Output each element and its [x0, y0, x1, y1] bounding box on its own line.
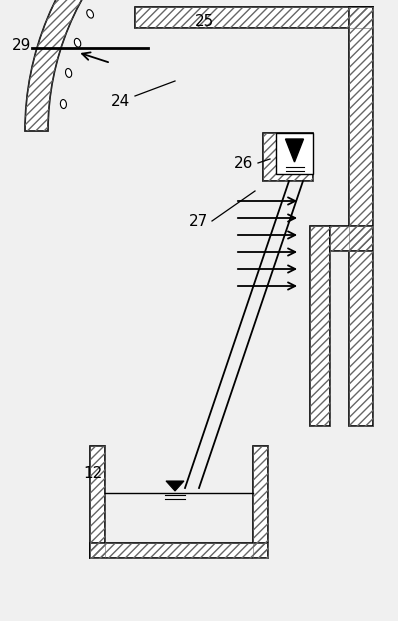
Ellipse shape: [87, 10, 94, 18]
Bar: [263, 133, 313, 181]
Text: 26: 26: [234, 155, 254, 171]
Polygon shape: [285, 139, 304, 162]
Text: 24: 24: [110, 94, 130, 109]
Ellipse shape: [74, 39, 81, 47]
Bar: [330, 226, 373, 251]
Bar: [90, 446, 105, 558]
Bar: [253, 446, 268, 558]
Bar: [276, 133, 313, 174]
Bar: [310, 226, 330, 426]
Bar: [90, 446, 105, 558]
Bar: [349, 7, 373, 426]
Bar: [135, 7, 373, 28]
Text: 29: 29: [12, 37, 32, 53]
Bar: [253, 446, 268, 558]
Bar: [135, 7, 373, 28]
Text: 27: 27: [188, 214, 208, 229]
Text: 12: 12: [83, 466, 103, 481]
Bar: [310, 226, 330, 426]
Wedge shape: [25, 0, 320, 131]
Polygon shape: [166, 481, 184, 491]
Text: 25: 25: [195, 14, 215, 29]
Bar: [349, 7, 373, 426]
Ellipse shape: [66, 68, 72, 78]
Ellipse shape: [60, 99, 66, 109]
Bar: [263, 133, 313, 181]
Bar: [90, 543, 268, 558]
Bar: [330, 226, 373, 251]
Bar: [90, 543, 268, 558]
